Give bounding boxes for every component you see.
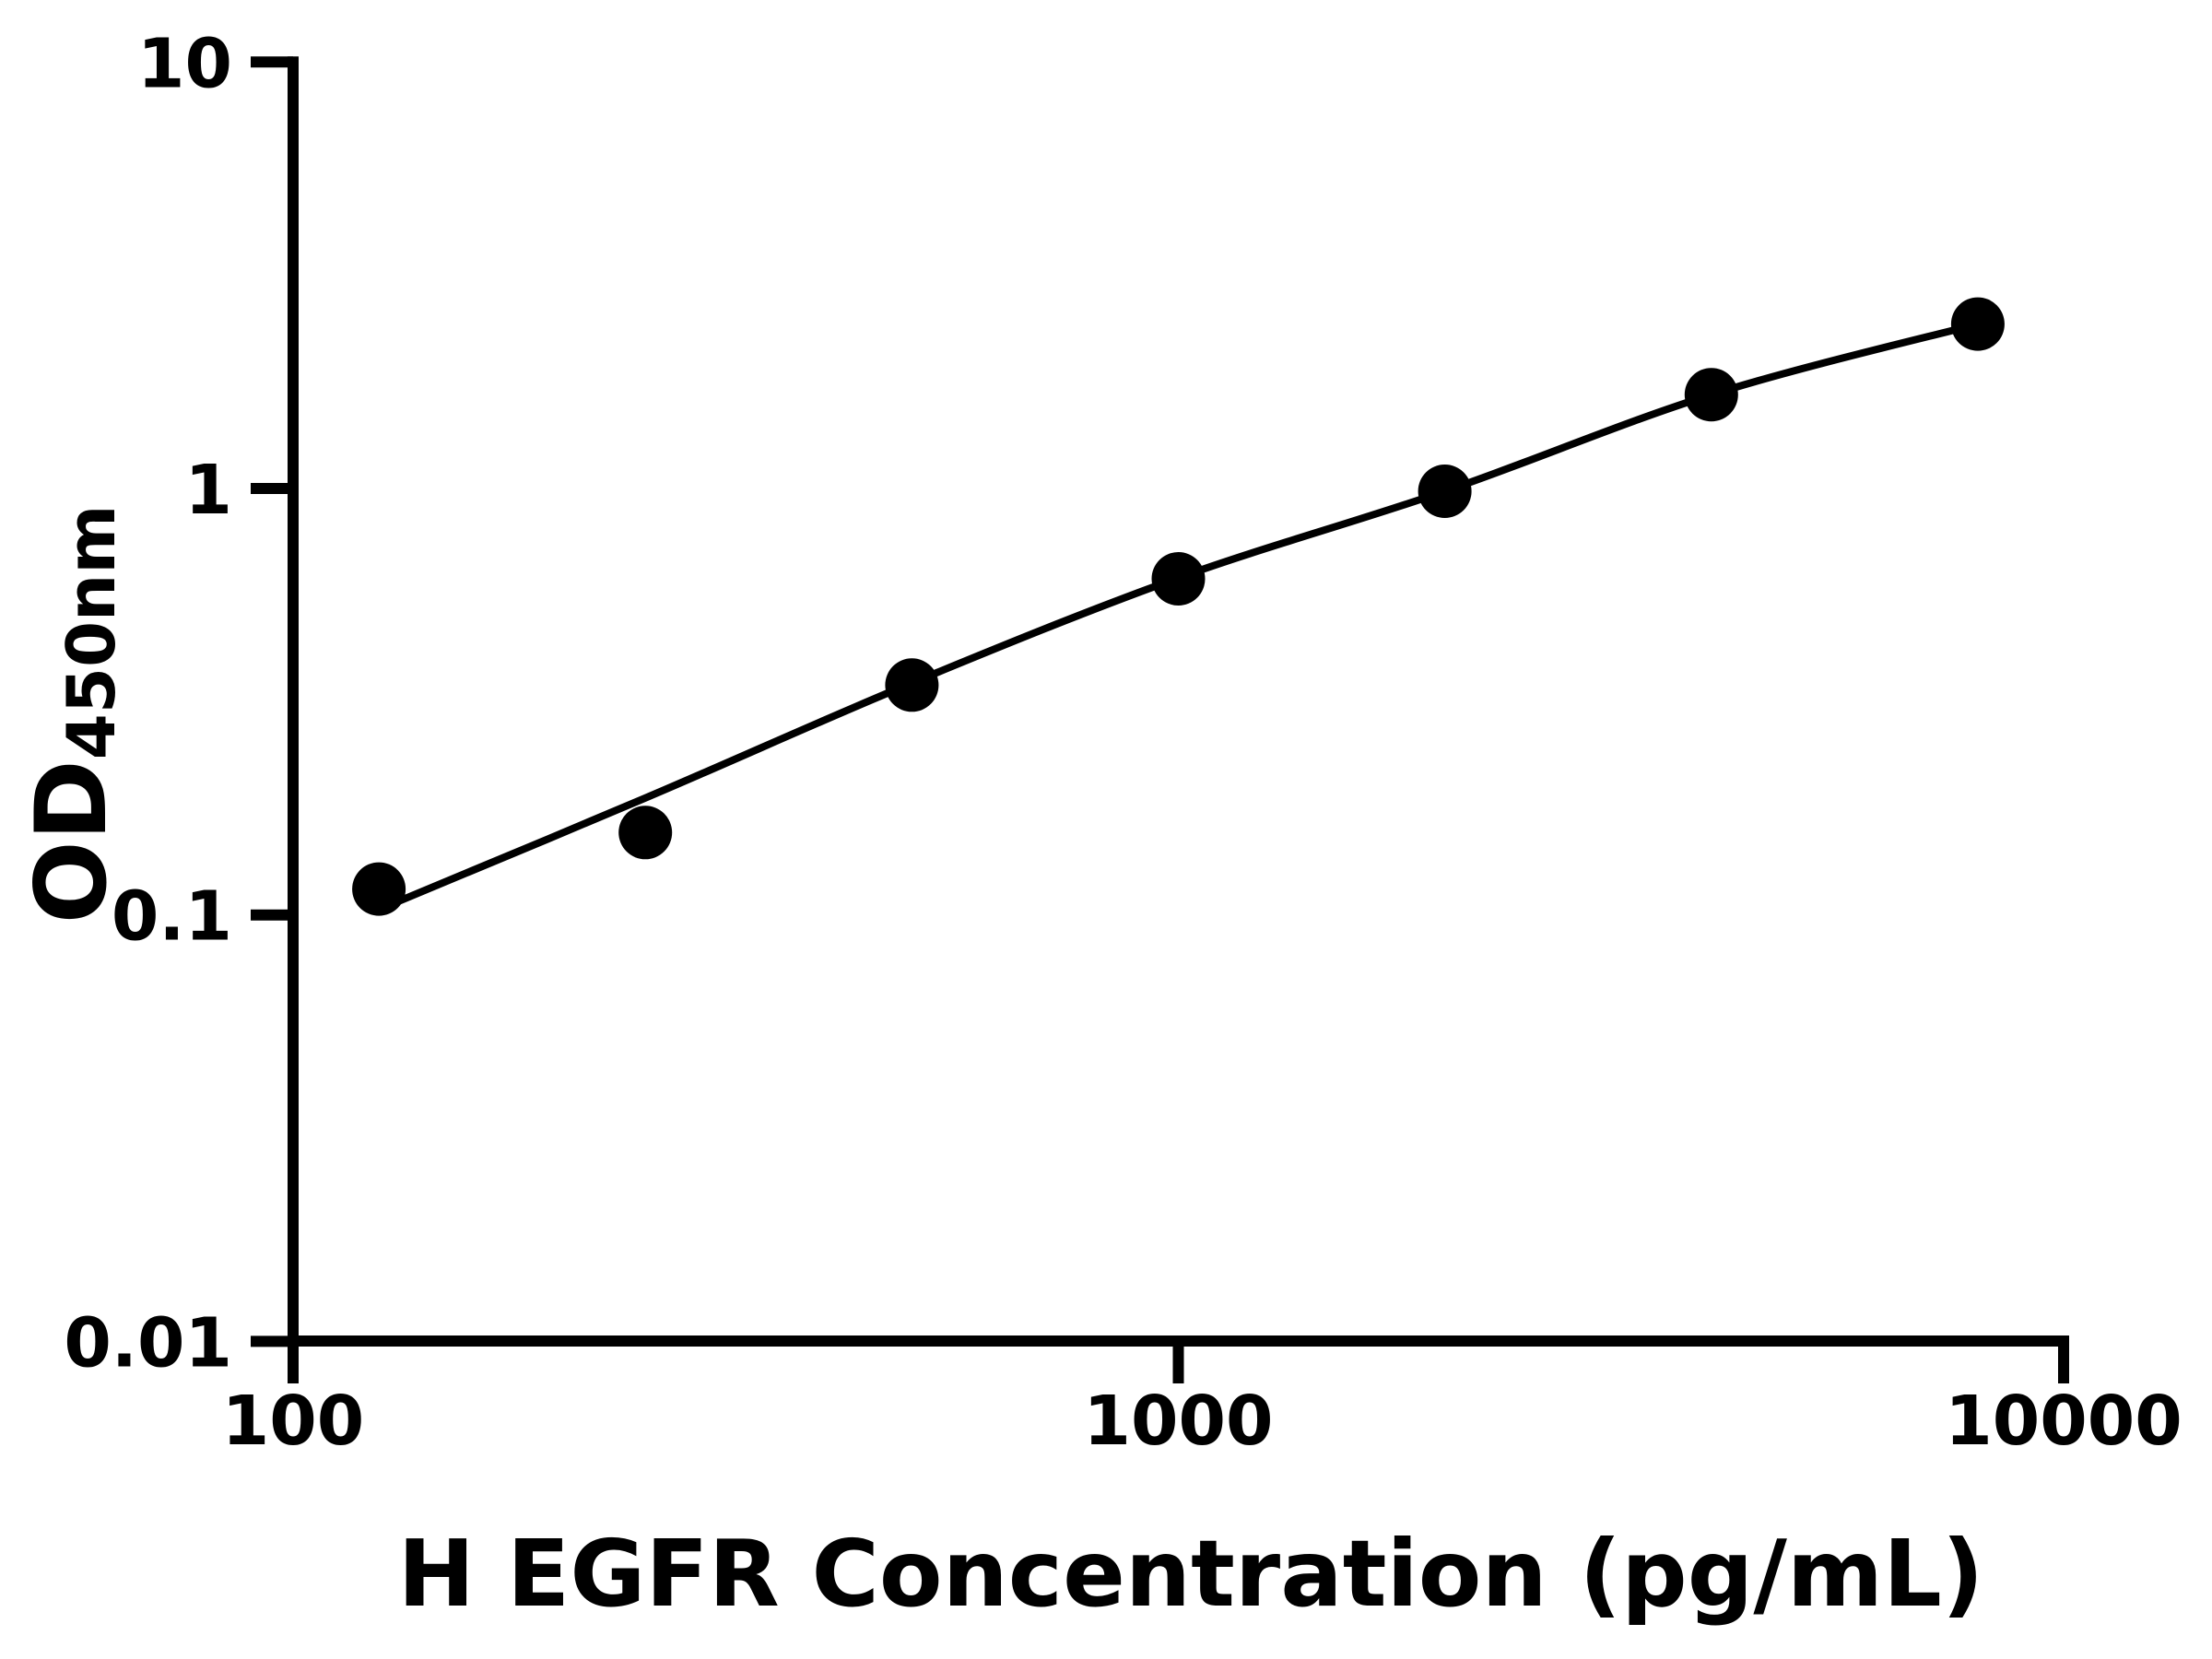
y-axis-title: OD450nm xyxy=(15,505,130,924)
y-tick-label: 10 xyxy=(137,24,232,103)
x-axis-title: H EGFR Concentration (pg/mL) xyxy=(398,1520,1984,1628)
data-point xyxy=(1684,368,1738,422)
fit-curve-line xyxy=(377,320,1979,913)
data-point xyxy=(1151,552,1206,606)
y-axis-title-main: OD xyxy=(15,759,128,924)
data-point xyxy=(618,806,673,860)
y-tick-label: 1 xyxy=(185,451,233,530)
x-tick-label: 1000 xyxy=(1084,1382,1274,1461)
data-point xyxy=(1950,297,2005,351)
y-axis-title-subscript: 450nm xyxy=(53,505,130,760)
data-point xyxy=(352,862,406,916)
x-tick-group: 100 1000 10000 xyxy=(222,1341,2183,1461)
axes xyxy=(288,56,2069,1347)
data-point xyxy=(1418,465,1472,518)
x-tick-label: 10000 xyxy=(1945,1382,2182,1461)
data-points xyxy=(352,297,2005,916)
x-tick-label: 100 xyxy=(222,1382,364,1461)
y-tick-group: 10 1 0.1 0.01 xyxy=(64,24,293,1382)
data-point xyxy=(885,658,939,712)
y-tick-label: 0.01 xyxy=(64,1303,232,1382)
y-tick-label: 0.1 xyxy=(112,877,232,957)
fit-curve xyxy=(377,320,1979,913)
